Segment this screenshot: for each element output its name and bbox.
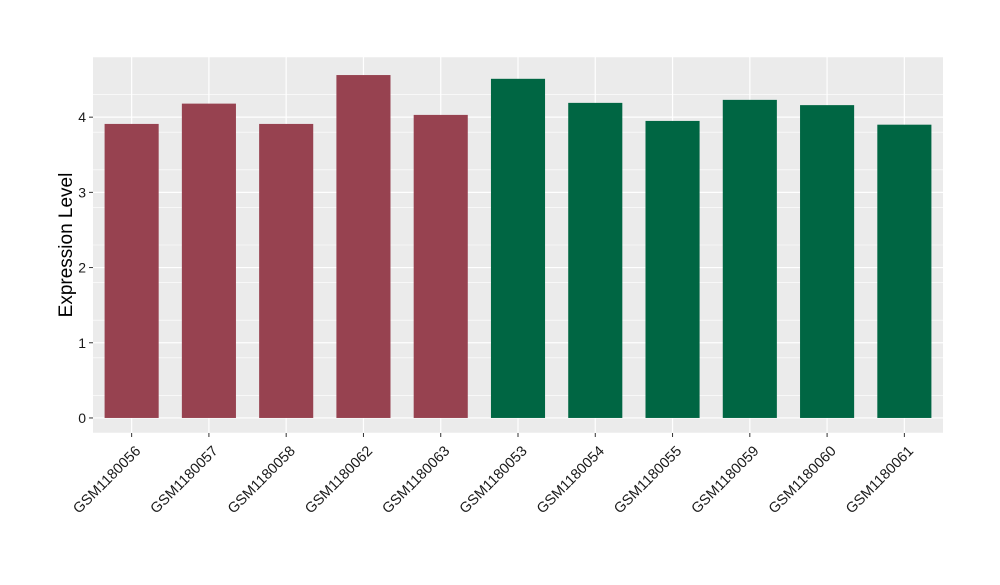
x-tick-label: GSM1180060 (766, 443, 840, 517)
x-tick-label: GSM1180057 (148, 443, 222, 517)
x-tick-label: GSM1180062 (302, 443, 376, 517)
x-tick-label: GSM1180059 (689, 443, 763, 517)
x-tick-label: GSM1180056 (70, 443, 144, 517)
x-tick-label: GSM1180053 (457, 443, 531, 517)
bar-GSM1180053 (490, 78, 546, 418)
x-tick-label: GSM1180055 (611, 443, 685, 517)
bar-GSM1180062 (336, 75, 391, 418)
x-tick-label: GSM1180061 (843, 443, 917, 517)
y-tick-label: 1 (78, 335, 86, 351)
bar-GSM1180063 (413, 114, 468, 418)
x-tick-label: GSM1180058 (225, 443, 299, 517)
bar-GSM1180061 (877, 124, 932, 418)
bar-GSM1180057 (181, 103, 236, 418)
bar-GSM1180058 (259, 123, 314, 418)
bar-GSM1180054 (568, 102, 623, 418)
x-tick-label: GSM1180054 (534, 443, 608, 517)
bar-GSM1180055 (645, 120, 700, 418)
y-tick-label: 3 (78, 184, 86, 200)
y-tick-label: 0 (78, 410, 86, 426)
bar-GSM1180060 (800, 105, 855, 418)
y-tick-label: 4 (78, 109, 86, 125)
bar-GSM1180056 (104, 123, 159, 418)
y-axis-title: Expression Level (56, 173, 77, 318)
y-tick-label: 2 (78, 260, 86, 276)
bar-GSM1180059 (722, 99, 777, 418)
x-tick-label: GSM1180063 (380, 443, 454, 517)
bars (104, 75, 932, 418)
